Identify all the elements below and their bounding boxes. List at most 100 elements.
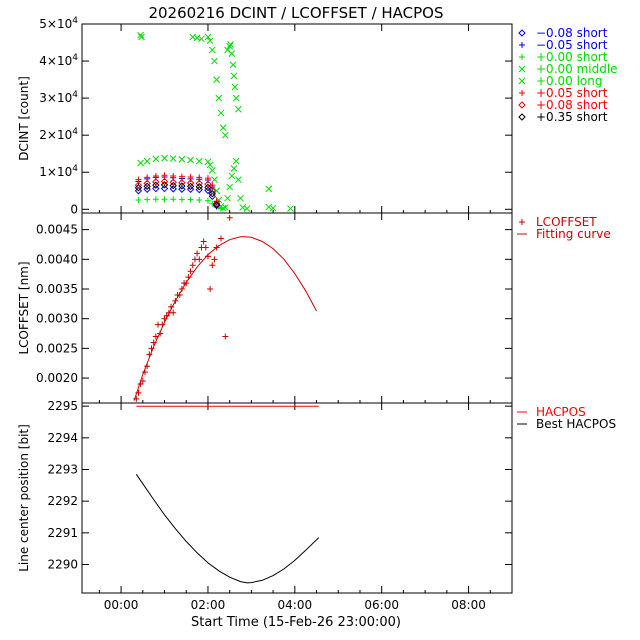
y-tick-label: 0.0045	[36, 223, 78, 237]
data-point	[215, 94, 223, 102]
data-point	[212, 201, 221, 209]
y-tick-label: 2292	[47, 494, 78, 508]
data-point	[161, 154, 168, 162]
data-point	[143, 185, 151, 193]
data-point	[221, 131, 229, 139]
data-point	[206, 161, 214, 169]
data-point	[152, 155, 160, 163]
data-point	[209, 262, 216, 269]
data-point	[226, 214, 233, 221]
data-point	[144, 174, 151, 181]
data-point	[226, 42, 234, 50]
data-point	[152, 196, 159, 203]
data-point	[138, 33, 145, 41]
data-point	[169, 178, 177, 186]
data-point	[135, 197, 142, 204]
data-point	[178, 173, 185, 180]
legend-label: +0.08 short	[536, 98, 608, 112]
data-layer	[134, 31, 294, 212]
x-tick-label: 04:00	[278, 598, 313, 612]
data-point	[265, 185, 273, 193]
data-point	[193, 34, 201, 42]
data-point	[235, 105, 242, 113]
y-tick-label: 0.0040	[36, 252, 78, 266]
y-tick-label: 0.0020	[36, 371, 78, 385]
data-point	[161, 196, 168, 203]
data-point	[194, 250, 201, 257]
data-point	[243, 205, 251, 212]
plot-frame	[81, 402, 513, 594]
data-point	[227, 41, 234, 48]
y-tick-label: 2291	[47, 526, 78, 540]
data-point	[226, 183, 234, 191]
data-point	[195, 185, 203, 194]
y-tick-label: 1×104	[39, 164, 78, 179]
data-layer	[135, 405, 320, 584]
data-point	[208, 190, 217, 198]
data-point	[204, 197, 211, 204]
data-point	[187, 196, 194, 203]
data-point	[217, 109, 225, 117]
data-point	[160, 181, 169, 189]
data-point	[169, 155, 177, 162]
y-tick-label: 4×104	[39, 53, 78, 68]
data-point	[198, 35, 205, 43]
data-point	[237, 194, 244, 202]
data-point	[239, 204, 247, 211]
data-point	[161, 172, 168, 179]
data-point	[146, 351, 153, 358]
data-point	[213, 76, 220, 83]
data-point	[195, 182, 203, 191]
y-axis-label: LCOFFSET [nm]	[17, 261, 31, 354]
y-tick-label: 2290	[47, 558, 78, 572]
data-point	[204, 33, 212, 41]
y-tick-label: 0	[70, 202, 78, 216]
data-point	[134, 184, 143, 192]
data-point	[231, 83, 239, 91]
series-line	[135, 474, 320, 584]
x-tick-label: 06:00	[364, 598, 399, 612]
y-tick-label: 2293	[47, 463, 78, 477]
legend-label: −0.05 short	[536, 38, 608, 52]
data-point	[269, 204, 277, 212]
data-point	[170, 309, 177, 316]
legend-marker	[518, 113, 526, 121]
data-point	[143, 157, 151, 165]
legend-label: +0.00 short	[536, 50, 608, 64]
data-point	[178, 178, 186, 187]
data-point	[169, 185, 177, 193]
data-point	[208, 187, 217, 195]
legend-label: Fitting curve	[536, 227, 611, 241]
data-point	[230, 165, 238, 172]
y-tick-label: 0.0030	[36, 312, 78, 326]
data-point	[228, 50, 236, 58]
data-point	[143, 179, 151, 188]
data-point	[160, 177, 169, 186]
data-point	[219, 124, 227, 132]
x-axis-label: Start Time (15-Feb-26 23:00:00)	[191, 615, 401, 630]
data-point	[187, 156, 194, 164]
data-point	[152, 184, 160, 193]
legend-marker	[518, 65, 526, 73]
data-point	[204, 186, 212, 195]
data-point	[208, 167, 216, 174]
data-point	[232, 157, 240, 165]
data-point	[222, 333, 229, 340]
data-point	[160, 184, 169, 193]
dcint-panel: 0 1×104 2×104 3×104 4×104 5×104 DCINT [count] −…	[17, 16, 618, 216]
data-point	[230, 72, 238, 80]
y-tick-label: 2295	[47, 399, 78, 413]
data-point	[196, 174, 203, 181]
data-point	[228, 172, 236, 180]
y-tick-label: 0.0025	[36, 341, 78, 355]
lcoffset-panel: 0.0020 0.0025 0.0030 0.0035 0.0040 0.0045 LCOF…	[17, 212, 611, 404]
y-tick-label: 3×104	[39, 90, 78, 105]
data-point	[200, 238, 207, 245]
data-point	[211, 256, 218, 263]
data-point	[265, 203, 273, 211]
data-point	[224, 194, 231, 202]
y-axis-label: Line center position [bit]	[17, 424, 31, 572]
